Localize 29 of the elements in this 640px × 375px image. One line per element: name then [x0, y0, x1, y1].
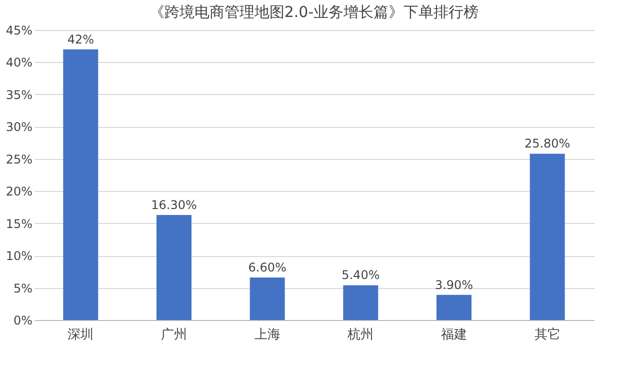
y-tick-label: 25%: [6, 152, 32, 166]
bar: [63, 49, 98, 320]
y-tick-label: 10%: [6, 249, 32, 264]
y-tick-label: 35%: [6, 88, 32, 102]
y-tick-label: 40%: [6, 56, 32, 70]
y-tick-label: 45%: [6, 24, 32, 38]
x-tick-label: 上海: [254, 328, 280, 342]
data-label: 5.40%: [342, 268, 380, 282]
bar: [530, 154, 565, 320]
data-label: 3.90%: [434, 278, 474, 292]
bar: [343, 285, 378, 320]
data-label: 6.60%: [248, 260, 286, 274]
x-tick-label: 杭州: [346, 328, 374, 342]
chart-title: 《跨境电商管理地图2.0-业务增长篇》下单排行榜: [149, 3, 479, 21]
bar: [436, 294, 472, 320]
x-tick-label: 广州: [161, 328, 187, 342]
y-tick-label: 0%: [13, 314, 32, 328]
y-tick-label: 15%: [6, 216, 32, 231]
y-tick-label: 5%: [13, 281, 32, 296]
bar: [250, 277, 285, 320]
y-tick-label: 30%: [6, 120, 32, 134]
data-label: 16.30%: [151, 198, 197, 212]
data-label: 42%: [67, 32, 94, 46]
bar: [156, 214, 192, 320]
y-tick-label: 20%: [6, 184, 32, 199]
data-label: 25.80%: [524, 136, 570, 151]
x-tick-label: 其它: [534, 326, 560, 342]
x-tick-label: 福建: [441, 328, 467, 342]
x-tick-label: 深圳: [68, 328, 94, 342]
